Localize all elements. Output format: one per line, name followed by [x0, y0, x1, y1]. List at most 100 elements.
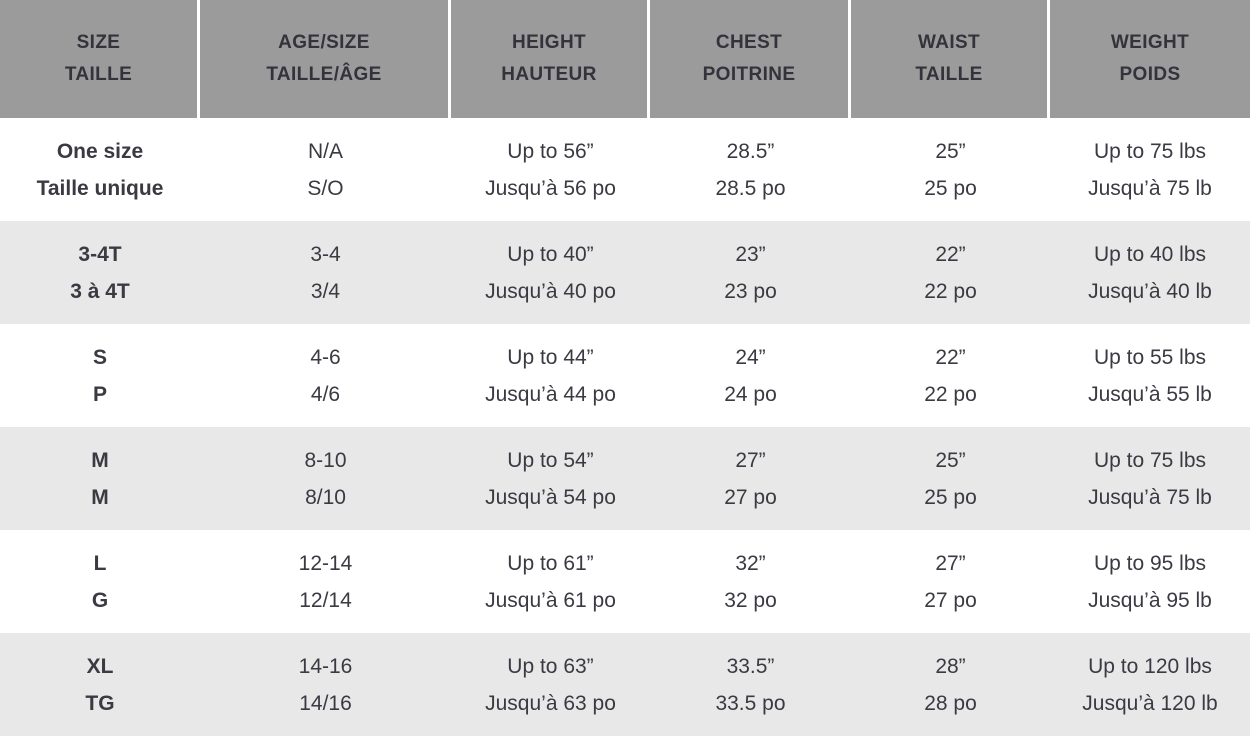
- cell-line-en: Up to 40 lbs: [1093, 242, 1207, 266]
- table-cell: Up to 40 lbs Jusqu’à 40 lb: [1050, 221, 1250, 324]
- cell-line-fr: G: [91, 588, 109, 612]
- table-cell: Up to 120 lbs Jusqu’à 120 lb: [1050, 633, 1250, 736]
- cell-line-en: 25”: [935, 139, 966, 163]
- cell-line-fr: 27 po: [924, 588, 977, 612]
- cell-line-en: 24”: [735, 345, 766, 369]
- cell-line-fr: Jusqu’à 40 po: [485, 279, 616, 303]
- cell-line-fr: TG: [85, 691, 115, 715]
- cell-line-fr: 33.5 po: [715, 691, 786, 715]
- cell-line-en: 25”: [935, 448, 966, 472]
- header-label-fr: TAILLE: [64, 64, 133, 85]
- cell-line-en: Up to 54”: [507, 448, 594, 472]
- header-label-en: AGE/SIZE: [278, 32, 370, 54]
- cell-line-fr: M: [91, 485, 109, 509]
- cell-line-en: 8-10: [304, 448, 347, 472]
- table-cell: Up to 44” Jusqu’à 44 po: [451, 324, 650, 427]
- cell-line-en: Up to 56”: [507, 139, 594, 163]
- cell-line-en: 22”: [935, 242, 966, 266]
- cell-line-fr: 3/4: [310, 279, 341, 303]
- cell-line-en: 14-16: [298, 654, 353, 678]
- table-cell: 25” 25 po: [851, 427, 1050, 530]
- table-row: One size Taille unique N/A S/O Up to 56” Jusq…: [0, 118, 1250, 221]
- cell-line-en: Up to 61”: [507, 551, 594, 575]
- cell-line-en: One size: [56, 139, 144, 163]
- cell-line-en: Up to 63”: [507, 654, 594, 678]
- cell-line-fr: 23 po: [724, 279, 777, 303]
- cell-line-fr: 32 po: [724, 588, 777, 612]
- cell-line-en: 32”: [735, 551, 766, 575]
- cell-line-en: 23”: [735, 242, 766, 266]
- table-cell: XL TG: [0, 633, 200, 736]
- table-cell: 28” 28 po: [851, 633, 1050, 736]
- table-cell: Up to 40” Jusqu’à 40 po: [451, 221, 650, 324]
- table-cell: 24” 24 po: [650, 324, 851, 427]
- cell-line-en: Up to 120 lbs: [1088, 654, 1212, 678]
- cell-line-en: 27”: [935, 551, 966, 575]
- header-cell-size: SIZE TAILLE: [0, 0, 200, 118]
- table-cell: Up to 56” Jusqu’à 56 po: [451, 118, 650, 221]
- table-cell: 33.5” 33.5 po: [650, 633, 851, 736]
- cell-line-fr: 3 à 4T: [70, 279, 130, 303]
- table-cell: 25” 25 po: [851, 118, 1050, 221]
- table-cell: 3-4 3/4: [200, 221, 451, 324]
- table-row: S P 4-6 4/6 Up to 44” Jusqu’à 44 po 24” 24 po 22…: [0, 324, 1250, 427]
- header-cell-height: HEIGHT HAUTEUR: [451, 0, 650, 118]
- table-cell: Up to 54” Jusqu’à 54 po: [451, 427, 650, 530]
- cell-line-en: 28”: [935, 654, 966, 678]
- cell-line-fr: 22 po: [924, 279, 977, 303]
- table-cell: 27” 27 po: [851, 530, 1050, 633]
- table-cell: 22” 22 po: [851, 324, 1050, 427]
- table-cell: 12-14 12/14: [200, 530, 451, 633]
- header-label-fr: TAILLE: [915, 64, 983, 85]
- cell-line-en: 22”: [935, 345, 966, 369]
- cell-line-fr: P: [92, 382, 107, 406]
- table-cell: Up to 55 lbs Jusqu’à 55 lb: [1050, 324, 1250, 427]
- cell-line-en: XL: [86, 654, 114, 678]
- cell-line-en: 28.5”: [726, 139, 775, 163]
- table-cell: Up to 75 lbs Jusqu’à 75 lb: [1050, 118, 1250, 221]
- table-cell: Up to 63” Jusqu’à 63 po: [451, 633, 650, 736]
- cell-line-fr: 24 po: [724, 382, 777, 406]
- cell-line-fr: 12/14: [299, 588, 352, 612]
- cell-line-en: 3-4: [310, 242, 341, 266]
- table-cell: Up to 75 lbs Jusqu’à 75 lb: [1050, 427, 1250, 530]
- cell-line-fr: Jusqu’à 54 po: [485, 485, 616, 509]
- table-cell: 3-4T 3 à 4T: [0, 221, 200, 324]
- cell-line-fr: Jusqu’à 56 po: [485, 176, 616, 200]
- table-cell: Up to 61” Jusqu’à 61 po: [451, 530, 650, 633]
- header-label-fr: POITRINE: [702, 64, 796, 85]
- cell-line-fr: Jusqu’à 120 lb: [1082, 691, 1218, 715]
- cell-line-fr: 22 po: [924, 382, 977, 406]
- cell-line-en: Up to 75 lbs: [1093, 448, 1207, 472]
- cell-line-fr: Jusqu’à 44 po: [485, 382, 616, 406]
- cell-line-en: 33.5”: [726, 654, 775, 678]
- cell-line-en: M: [91, 448, 109, 472]
- cell-line-fr: Jusqu’à 95 lb: [1088, 588, 1212, 612]
- table-cell: 23” 23 po: [650, 221, 851, 324]
- cell-line-en: 27”: [735, 448, 766, 472]
- header-label-en: HEIGHT: [511, 32, 587, 54]
- cell-line-fr: Taille unique: [36, 176, 164, 200]
- cell-line-en: Up to 44”: [507, 345, 594, 369]
- cell-line-fr: Jusqu’à 63 po: [485, 691, 616, 715]
- header-label-en: WEIGHT: [1110, 32, 1190, 54]
- cell-line-fr: 27 po: [724, 485, 777, 509]
- table-cell: 22” 22 po: [851, 221, 1050, 324]
- table-row: 3-4T 3 à 4T 3-4 3/4 Up to 40” Jusqu’à 40 po 23…: [0, 221, 1250, 324]
- cell-line-fr: 25 po: [924, 176, 977, 200]
- cell-line-en: Up to 95 lbs: [1093, 551, 1207, 575]
- cell-line-en: L: [93, 551, 107, 575]
- cell-line-fr: 4/6: [310, 382, 341, 406]
- cell-line-fr: Jusqu’à 75 lb: [1088, 176, 1212, 200]
- header-label-en: CHEST: [715, 32, 783, 54]
- cell-line-en: 3-4T: [78, 242, 122, 266]
- table-cell: 4-6 4/6: [200, 324, 451, 427]
- cell-line-en: S: [92, 345, 107, 369]
- cell-line-fr: 8/10: [305, 485, 346, 509]
- header-cell-waist: WAIST TAILLE: [851, 0, 1050, 118]
- table-cell: 28.5” 28.5 po: [650, 118, 851, 221]
- header-cell-chest: CHEST POITRINE: [650, 0, 851, 118]
